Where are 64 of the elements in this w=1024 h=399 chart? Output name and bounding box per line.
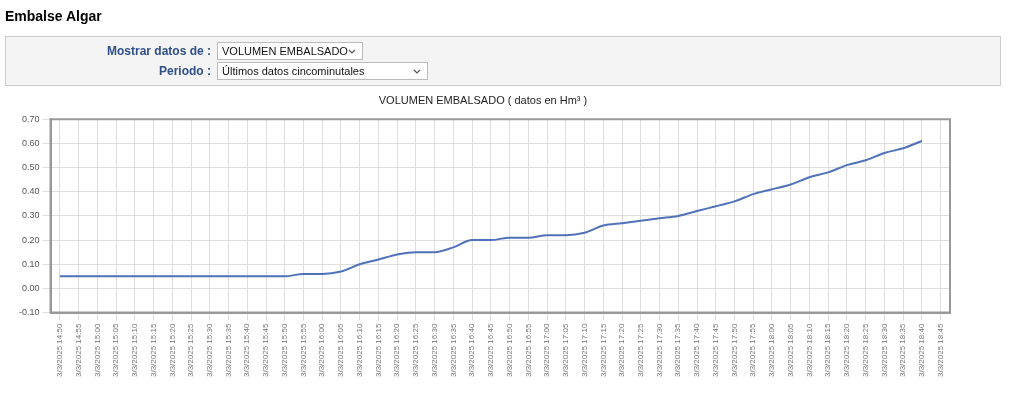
y-tick-label: 0.20 xyxy=(21,234,40,245)
y-tick-label: -0.10 xyxy=(19,307,40,318)
x-tick-label: 3/3/2025 15:50 xyxy=(279,323,289,378)
x-tick-label: 3/3/2025 16:00 xyxy=(317,323,327,378)
x-tick-label: 3/3/2025 16:45 xyxy=(486,323,496,378)
x-tick-label: 3/3/2025 15:15 xyxy=(148,323,158,378)
line-series xyxy=(58,139,923,278)
y-tick-label: 0.50 xyxy=(21,162,40,173)
x-tick-label: 3/3/2025 18:40 xyxy=(917,323,927,378)
chart-title: Embalse Algar xyxy=(5,8,103,26)
x-tick-label: 3/3/2025 18:10 xyxy=(804,323,814,378)
x-tick-label: 3/3/2025 16:55 xyxy=(523,323,533,378)
x-tick-label: 3/3/2025 15:10 xyxy=(130,323,140,378)
x-tick-label: 3/3/2025 16:40 xyxy=(467,323,477,378)
x-tick-label: 3/3/2025 15:05 xyxy=(111,323,121,378)
x-tick-label: 3/3/2025 15:55 xyxy=(298,323,308,378)
x-tick-label: 3/3/2025 16:50 xyxy=(504,323,514,378)
x-tick-label: 3/3/2025 18:20 xyxy=(842,323,852,378)
x-tick-label: 3/3/2025 17:05 xyxy=(561,323,571,378)
x-tick-label: 3/3/2025 16:05 xyxy=(336,323,346,378)
x-tick-label: 3/3/2025 16:25 xyxy=(411,323,421,378)
x-tick-label: 3/3/2025 18:30 xyxy=(879,323,889,378)
x-tick-label: 3/3/2025 17:00 xyxy=(542,323,552,378)
y-tick-label: 0.30 xyxy=(21,210,40,221)
x-tick-label: 3/3/2025 17:55 xyxy=(748,323,758,378)
x-tick-label: 3/3/2025 17:45 xyxy=(710,323,720,378)
x-tick-label: 3/3/2025 16:15 xyxy=(373,323,383,378)
x-tick-label: 3/3/2025 15:35 xyxy=(223,323,233,378)
text: Periodo : xyxy=(158,64,211,78)
x-tick-label: 3/3/2025 16:20 xyxy=(392,323,402,378)
x-tick-label: 3/3/2025 15:40 xyxy=(242,323,252,378)
x-tick-label: 3/3/2025 18:45 xyxy=(935,323,945,378)
x-tick-label: 3/3/2025 17:15 xyxy=(598,323,608,378)
x-tick-label: 3/3/2025 17:40 xyxy=(692,323,702,378)
x-tick-label: 3/3/2025 17:25 xyxy=(636,323,645,378)
x-tick-label: 3/3/2025 17:50 xyxy=(729,323,739,378)
y-tick-label: 0.00 xyxy=(21,282,40,293)
x-tick-label: 3/3/2025 15:30 xyxy=(205,323,214,378)
x-tick-label: 3/3/2025 17:10 xyxy=(579,323,589,378)
chart-subtitle: VOLUMEN EMBALSADO ( datos en Hm³ ) xyxy=(378,93,588,106)
y-tick-label: 0.10 xyxy=(21,258,40,269)
x-tick-label: 3/3/2025 16:30 xyxy=(429,323,439,378)
text: Mostrar datos de : xyxy=(106,44,211,58)
text: Últimos datos cincominutales xyxy=(217,62,428,80)
x-tick-label: 3/3/2025 14:55 xyxy=(73,323,83,378)
x-tick-label: 3/3/2025 17:20 xyxy=(617,323,627,378)
x-tick-label: 3/3/2025 18:00 xyxy=(767,323,777,378)
y-tick-label: 0.40 xyxy=(21,186,40,197)
x-tick-label: 3/3/2025 18:25 xyxy=(860,323,870,378)
y-tick-label: 0.60 xyxy=(21,137,40,148)
x-tick-label: 3/3/2025 16:10 xyxy=(354,323,364,378)
x-tick-label: 3/3/2025 18:05 xyxy=(785,323,795,378)
x-tick-label: 3/3/2025 16:35 xyxy=(448,323,458,378)
x-tick-label: 3/3/2025 18:15 xyxy=(823,323,833,378)
x-tick-label: 3/3/2025 18:35 xyxy=(898,323,908,378)
x-tick-label: 3/3/2025 15:25 xyxy=(186,323,196,378)
x-tick-label: 3/3/2025 14:50 xyxy=(55,323,65,378)
text: VOLUMEN EMBALSADO xyxy=(217,42,363,60)
x-tick-label: 3/3/2025 17:30 xyxy=(654,323,664,378)
x-tick-label: 3/3/2025 15:00 xyxy=(92,323,102,378)
x-tick-label: 3/3/2025 17:35 xyxy=(673,323,683,378)
x-tick-label: 3/3/2025 15:20 xyxy=(167,323,177,378)
y-tick-label: 0.70 xyxy=(21,113,40,124)
x-tick-label: 3/3/2025 15:45 xyxy=(261,323,271,378)
